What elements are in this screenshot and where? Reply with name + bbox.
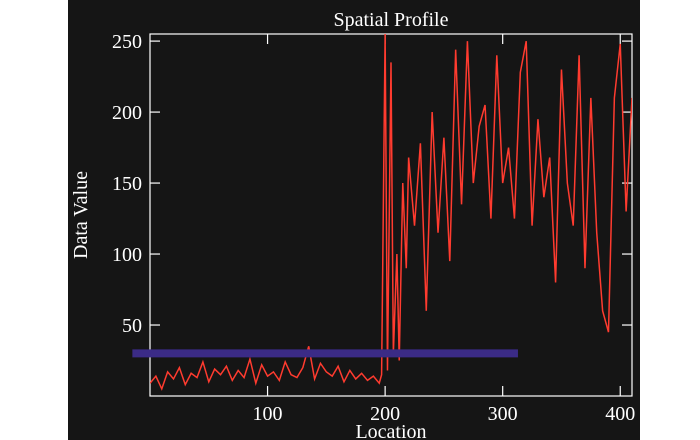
y-tick-label: 200: [112, 102, 142, 124]
chart-title: Spatial Profile: [334, 9, 449, 31]
y-tick-label: 100: [112, 244, 142, 266]
y-tick-label: 50: [122, 315, 142, 337]
y-tick-label: 250: [112, 31, 142, 53]
y-axis-label: Data Value: [70, 171, 92, 259]
spatial-profile-line: [150, 34, 632, 391]
x-tick-label: 300: [488, 403, 518, 425]
x-tick-label: 200: [370, 403, 400, 425]
axes-layer: [149, 33, 633, 397]
ticks-layer: 50 100 150 200 250 100 200 300 400: [112, 31, 635, 425]
x-tick-label: 100: [253, 403, 283, 425]
plot-background: [68, 0, 640, 440]
plot-frame: [149, 33, 633, 397]
x-axis-label: Location: [355, 421, 426, 440]
y-tick-label: 150: [112, 173, 142, 195]
clipped-data-group: [150, 34, 632, 391]
data-layer: [132, 34, 632, 391]
x-tick-label: 400: [605, 403, 635, 425]
